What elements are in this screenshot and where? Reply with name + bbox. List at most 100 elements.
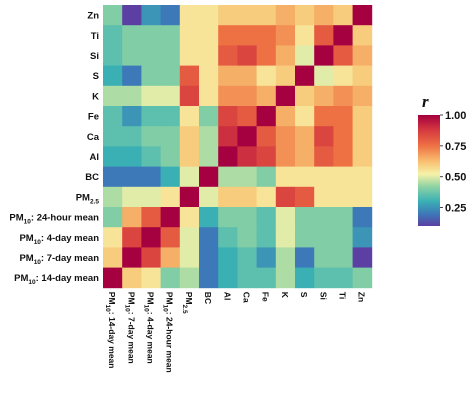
heatmap-cell [160, 186, 181, 208]
heatmap-cell [333, 247, 353, 268]
x-tick-label: K [280, 292, 290, 299]
heatmap-cell [199, 146, 219, 167]
heatmap-cell [103, 126, 123, 147]
legend-tick-label: 0.50 [445, 172, 466, 184]
y-tick-label: K [92, 91, 99, 102]
heatmap-cell [141, 247, 161, 268]
y-tick-label: S [93, 71, 99, 82]
legend-tick-label: 0.25 [445, 203, 466, 215]
heatmap-cell [333, 227, 353, 248]
label-base: Al [222, 292, 232, 301]
heatmap-cell [295, 106, 315, 127]
heatmap-cell [179, 166, 200, 188]
legend-title: r [422, 92, 429, 111]
label-suffix: : 7-day mean [126, 312, 136, 364]
heatmap-cell [141, 166, 161, 188]
heatmap-cell [275, 25, 296, 46]
label-suffix: : 7-day mean [41, 253, 99, 264]
heatmap-cell [352, 267, 373, 289]
y-tick-label: Zn [87, 11, 99, 22]
heatmap-cell [314, 106, 334, 127]
x-tick-label: Ti [338, 292, 348, 299]
heatmap-cell [141, 45, 161, 66]
heatmap-cell [199, 186, 219, 208]
heatmap-cell [333, 146, 353, 167]
heatmap-cell [333, 186, 353, 208]
heatmap-cell [103, 45, 123, 66]
y-tick-label: Ti [91, 31, 99, 42]
heatmap-cell [218, 247, 238, 268]
label-base: Fe [261, 292, 271, 302]
heatmap-cell [160, 207, 181, 228]
heatmap-cell [199, 247, 219, 268]
label-suffix: : 24-hour mean [165, 312, 175, 373]
heatmap-cell [179, 85, 200, 107]
heatmap-cell [314, 186, 334, 208]
y-tick-label: PM10: 7-day mean [19, 253, 99, 266]
heatmap-cell [199, 106, 219, 127]
label-base: PM [9, 213, 23, 224]
heatmap-cell [199, 126, 219, 147]
heatmap-cell [141, 267, 161, 289]
heatmap-cell [122, 227, 142, 248]
heatmap-cell [275, 126, 296, 147]
label-base: K [92, 91, 99, 102]
heatmap-cell [256, 126, 277, 147]
heatmap-cell [103, 25, 123, 46]
label-subscript: 10 [34, 239, 42, 246]
heatmap-cell [122, 65, 142, 87]
heatmap-cell [103, 227, 123, 248]
heatmap-cell [295, 126, 315, 147]
heatmap-cell [237, 65, 257, 87]
heatmap-cell [314, 247, 334, 268]
heatmap-cell [352, 207, 373, 228]
label-base: Ca [242, 292, 252, 303]
heatmap-cell [179, 247, 200, 268]
heatmap-cell [179, 65, 200, 87]
heatmap-cell [352, 65, 373, 87]
heatmap-cell [295, 166, 315, 188]
heatmap-cell [275, 166, 296, 188]
heatmap-cell [295, 85, 315, 107]
heatmap-cell [295, 25, 315, 46]
label-subscript: 10 [123, 305, 130, 313]
heatmap-cell [295, 146, 315, 167]
heatmap-cell [199, 45, 219, 66]
heatmap-cell [275, 106, 296, 127]
heatmap-cell [237, 5, 257, 26]
heatmap-cell [256, 85, 277, 107]
heatmap-cell [333, 106, 353, 127]
heatmap-cell [218, 146, 238, 167]
heatmap-cell [103, 106, 123, 127]
label-base: Si [90, 51, 99, 62]
heatmap-cell [122, 247, 142, 268]
heatmap-cell [218, 45, 238, 66]
heatmap-cell [295, 247, 315, 268]
heatmap-cell [199, 207, 219, 228]
heatmap-cell [122, 166, 142, 188]
heatmap-cell [218, 227, 238, 248]
heatmap-cell [141, 146, 161, 167]
label-base: BC [203, 292, 213, 304]
heatmap-cell [237, 166, 257, 188]
heatmap-cell [295, 207, 315, 228]
heatmap-cell [352, 106, 373, 127]
heatmap-cell [141, 186, 161, 208]
heatmap-cell [141, 25, 161, 46]
heatmap-cell [275, 247, 296, 268]
heatmap-cell [314, 126, 334, 147]
heatmap-cell [122, 207, 142, 228]
heatmap-cell [352, 166, 373, 188]
heatmap-cell [122, 267, 142, 289]
heatmap-cell [199, 5, 219, 26]
heatmap-cell [160, 25, 181, 46]
heatmap-cell [122, 85, 142, 107]
heatmap-cell [199, 166, 219, 188]
heatmap-cell [199, 85, 219, 107]
x-tick-label: PM10: 24-hour mean [162, 292, 175, 373]
heatmap-cell [160, 146, 181, 167]
x-tick-label: S [299, 292, 309, 298]
heatmap-cell [160, 166, 181, 188]
